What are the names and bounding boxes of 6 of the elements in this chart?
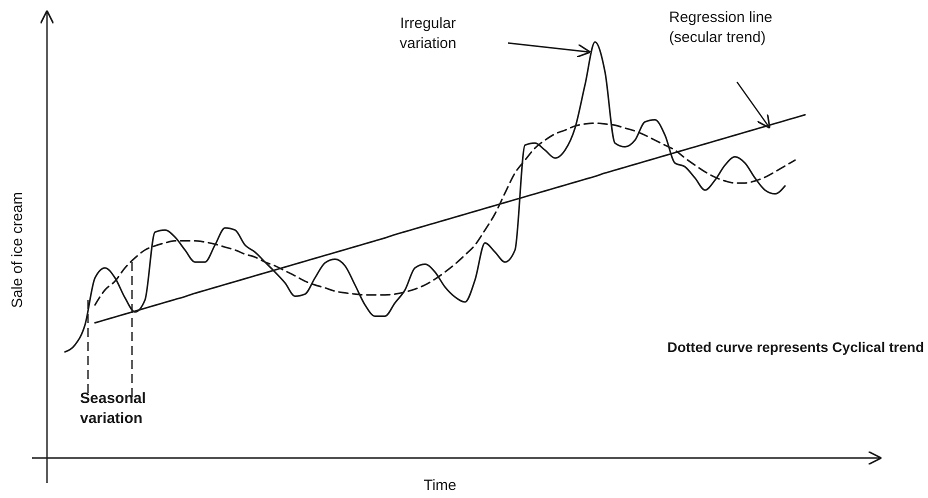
annotation: Regression line (secular trend)	[669, 9, 772, 46]
x-axis-title: Time	[424, 477, 456, 494]
annotation: Dotted curve represents Cyclical trend	[667, 339, 924, 355]
annotation: Irregular variation	[400, 15, 456, 52]
annotation: Seasonal variation	[80, 390, 146, 427]
y-axis-title: Sale of ice cream	[9, 192, 26, 308]
